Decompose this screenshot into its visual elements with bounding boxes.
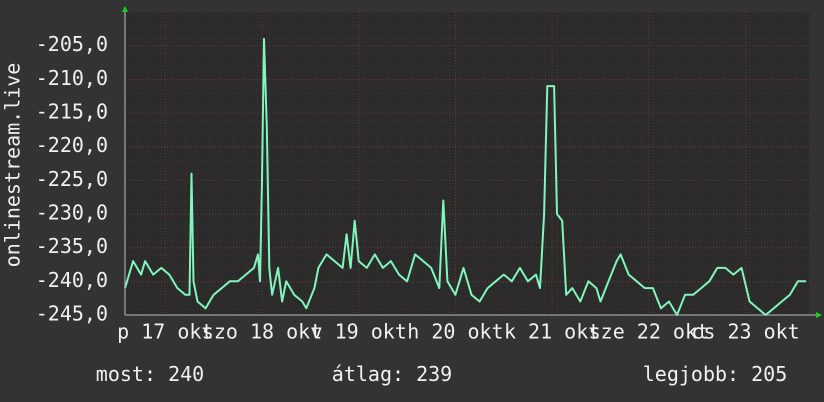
x-tick-label: sze 22 okt bbox=[589, 320, 709, 344]
axis-arrow bbox=[122, 6, 128, 12]
summary-label: most: bbox=[96, 362, 156, 386]
x-tick-label: cs 23 okt bbox=[691, 320, 799, 344]
x-tick-label: k 21 okt bbox=[504, 320, 600, 344]
y-tick-label: -240,0 bbox=[36, 268, 108, 292]
summary: átlag: 239 bbox=[332, 362, 452, 386]
summary-label: átlag: bbox=[332, 362, 404, 386]
minor-grid bbox=[125, 12, 810, 315]
y-tick-label: -235,0 bbox=[36, 234, 108, 258]
summary-label: legjobb: bbox=[643, 362, 739, 386]
summary: legjobb: 205 bbox=[643, 362, 788, 386]
summary-value: 205 bbox=[751, 362, 787, 386]
y-tick-label: -210,0 bbox=[36, 66, 108, 90]
summary-value: 239 bbox=[416, 362, 452, 386]
y-tick-label: -230,0 bbox=[36, 201, 108, 225]
x-tick-label: szo 18 okt bbox=[202, 320, 322, 344]
y-tick-label: -225,0 bbox=[36, 167, 108, 191]
data-line bbox=[124, 37, 806, 316]
summary: most: 240 bbox=[96, 362, 204, 386]
y-axis-label: onlinestream.live bbox=[1, 63, 25, 268]
y-tick-label: -205,0 bbox=[36, 32, 108, 56]
x-tick-label: p 17 okt bbox=[117, 320, 213, 344]
y-tick-label: -215,0 bbox=[36, 100, 108, 124]
axis-arrow bbox=[816, 312, 822, 318]
x-tick-label: v 19 okt bbox=[311, 320, 407, 344]
summary-value: 240 bbox=[168, 362, 204, 386]
x-tick-label: h 20 okt bbox=[407, 320, 503, 344]
y-tick-label: -245,0 bbox=[36, 302, 108, 326]
y-tick-label: -220,0 bbox=[36, 133, 108, 157]
